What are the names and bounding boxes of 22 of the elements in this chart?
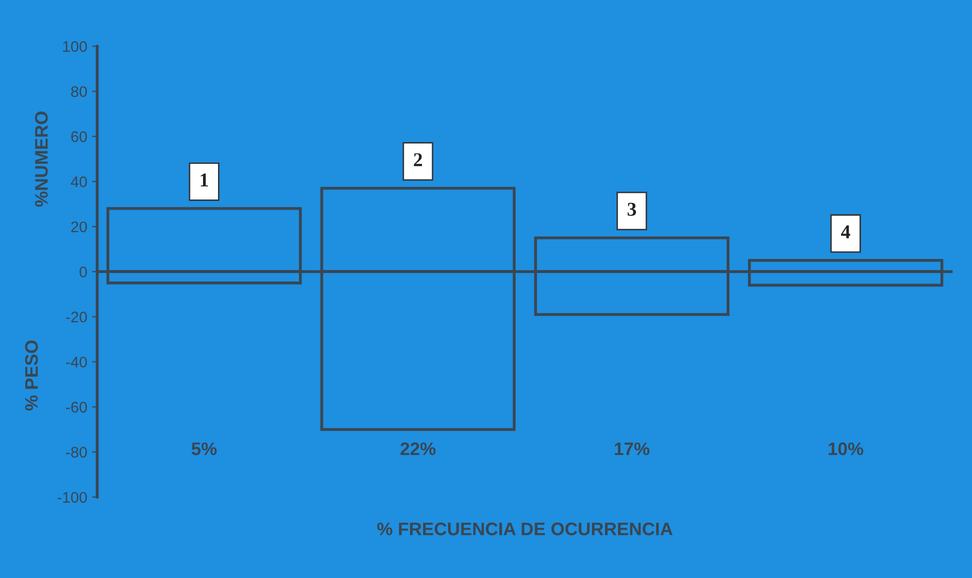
x-tick-label: 1 xyxy=(200,174,208,186)
y-tick-label: 20 xyxy=(71,221,87,232)
annotation: 5% xyxy=(192,442,217,456)
y-tick-label: 0 xyxy=(80,266,87,278)
text: % PESO xyxy=(25,340,38,411)
y-axis-title: %NUMERO xyxy=(34,112,48,207)
y-tick-label: -20 xyxy=(66,312,87,322)
y-tick-label: 80 xyxy=(71,86,87,98)
annotation: 10% xyxy=(828,442,864,456)
x-tick-label: 3 xyxy=(628,202,636,216)
x-tick-label: 2 xyxy=(414,153,422,166)
annotation: 17% xyxy=(614,442,650,456)
x-tick-label: 4 xyxy=(841,225,850,238)
annotation: 22% xyxy=(400,442,436,456)
y-tick-label: -60 xyxy=(66,402,87,413)
y-tick-label: 40 xyxy=(70,176,87,188)
y-tick-label: 60 xyxy=(71,131,87,142)
y-tick-label: 100 xyxy=(63,41,87,52)
y-tick-label: -40 xyxy=(66,356,87,368)
y-tick-label: -100 xyxy=(58,492,87,503)
x-axis-title: % FRECUENCIA DE OCURRENCIA xyxy=(377,522,673,536)
y-tick-label: -80 xyxy=(66,446,87,458)
